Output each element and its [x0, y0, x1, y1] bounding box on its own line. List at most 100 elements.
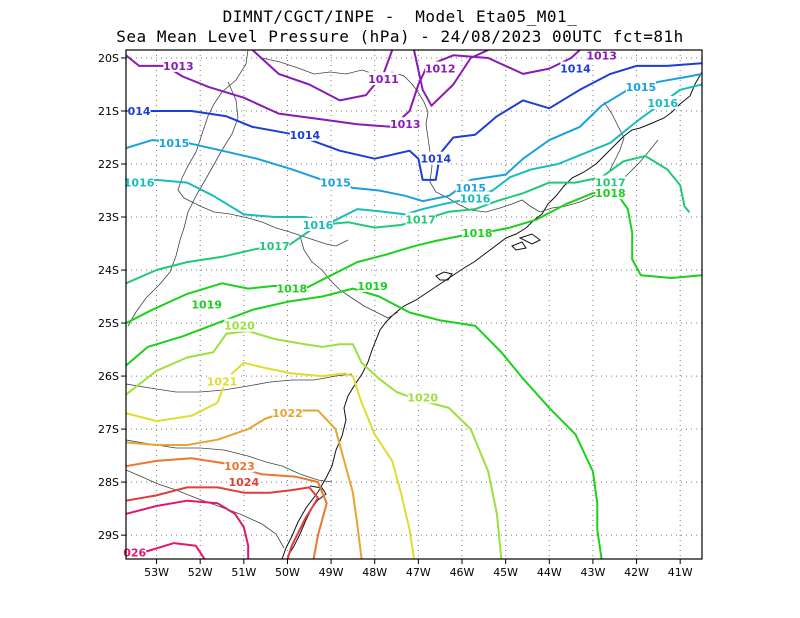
y-tick-label: 21S — [98, 105, 119, 118]
x-tick-label: 43W — [580, 566, 605, 579]
x-tick-label: 45W — [493, 566, 518, 579]
isobar-label-1022: 1022 — [272, 407, 303, 420]
isobar-label-1015: 1015 — [159, 137, 190, 150]
x-tick-label: 47W — [406, 566, 431, 579]
isobar-label-1012: 1012 — [425, 63, 456, 76]
isobar-label-1018: 1018 — [277, 283, 308, 296]
y-tick-label: 28S — [98, 476, 119, 489]
isobar-label-bg — [163, 58, 194, 72]
isobar-label-1013: 1013 — [163, 60, 194, 73]
isobar-label-bg — [586, 48, 617, 62]
x-tick-label: 42W — [624, 566, 649, 579]
isobar-label-1016: 1016 — [124, 177, 155, 190]
isobar-label-bg — [123, 545, 147, 559]
isobar-label-bg — [127, 103, 151, 117]
isobar-1018 — [126, 189, 702, 325]
plot-frame — [125, 49, 703, 560]
axis-tick-layer: 53W 52W 51W 50W 49W 48W 47W 46W 45W 44W 43W 42W 41W 2… — [98, 52, 693, 579]
isobar-layer — [126, 50, 702, 559]
bay-outline — [435, 233, 541, 281]
x-tick-label: 44W — [537, 566, 562, 579]
isobar-label-bg — [407, 390, 438, 404]
isobar-label-1024: 1024 — [229, 476, 260, 489]
isobar-label-1019: 1019 — [357, 280, 388, 293]
geography-layer — [126, 50, 702, 559]
y-tick-label: 23S — [98, 211, 119, 224]
isobar-label-bg — [207, 374, 237, 388]
isobar-label-bg — [224, 459, 255, 473]
isobar-label-1017: 1017 — [405, 214, 436, 227]
isobar-label-1016: 1016 — [303, 219, 334, 232]
state-border-mg-sp — [261, 57, 541, 213]
state-border-pr-sc — [126, 373, 353, 393]
isobar-label-bg — [625, 80, 656, 94]
isobar-label-bg — [224, 318, 255, 332]
isobar-label-1016: 1016 — [460, 192, 491, 205]
isobar-1019 — [126, 287, 603, 559]
x-tick-label: 53W — [144, 566, 169, 579]
y-tick-label: 27S — [98, 423, 119, 436]
isobar-1015 — [126, 72, 702, 203]
isobar-label-1015: 1015 — [626, 81, 657, 94]
x-tick-label: 51W — [231, 566, 256, 579]
x-tick-label: 48W — [362, 566, 387, 579]
x-tick-label: 50W — [275, 566, 300, 579]
isobar-label-bg — [462, 225, 493, 239]
isobar-1021 — [126, 361, 415, 559]
isobar-1024 — [126, 486, 319, 559]
state-border-sp-pr — [299, 235, 399, 319]
isobar-label-1018: 1018 — [462, 227, 493, 240]
isobar-1020 — [126, 330, 503, 559]
isobar-1016 — [126, 83, 702, 224]
isobar-label-1011: 1011 — [368, 73, 399, 86]
isobar-1013 — [126, 50, 581, 128]
x-tick-label: 41W — [668, 566, 693, 579]
isobar-label-1015: 1015 — [320, 177, 351, 190]
isobar-label-bg — [276, 281, 307, 295]
isobar-1023 — [126, 457, 328, 559]
coastline — [281, 71, 702, 559]
y-tick-label: 24S — [98, 264, 119, 277]
isobar-label-1017: 1017 — [259, 240, 290, 253]
isobar-label-bg — [191, 297, 222, 311]
isobar-label-bg — [595, 186, 626, 200]
isobar-label-1019: 1019 — [191, 299, 222, 312]
isobar-label-bg — [455, 180, 486, 194]
x-tick-label: 49W — [319, 566, 344, 579]
chart-title-line-1: DIMNT/CGCT/INPE - Model Eta05_M01_ — [222, 7, 578, 26]
isobar-1017 — [126, 155, 690, 285]
isobar-label-bg — [159, 135, 189, 149]
y-tick-label: 22S — [98, 158, 119, 171]
lagoon-outline — [287, 485, 327, 557]
isobar-label-1013: 1013 — [586, 49, 617, 62]
isobar-label-bg — [405, 212, 436, 226]
y-tick-label: 20S — [98, 52, 119, 65]
isobar-label-bg — [303, 217, 333, 231]
y-tick-label: 29S — [98, 529, 119, 542]
isobar-label-bg — [124, 175, 155, 189]
isobar-label-1020: 1020 — [224, 320, 255, 333]
isobar-label-bg — [320, 175, 351, 189]
isobar-label-1020: 1020 — [407, 391, 438, 404]
isobar-label-1014: 1014 — [560, 63, 591, 76]
state-border-mg-es — [603, 101, 625, 171]
isobar-label-1016: 1016 — [647, 97, 678, 110]
isobar-label-bg — [259, 239, 290, 253]
y-tick-label: 25S — [98, 317, 119, 330]
isobar-label-bg — [357, 278, 388, 292]
isobar-label-1021: 1021 — [207, 375, 238, 388]
isobar-label-bg — [425, 61, 456, 75]
y-tick-label: 26S — [98, 370, 119, 383]
isobar-1014 — [126, 62, 702, 181]
river-parana — [179, 81, 239, 241]
isobar-label-bg — [368, 72, 399, 86]
x-tick-label: 46W — [450, 566, 475, 579]
isobar-1025 — [126, 499, 250, 559]
chart-title-line-2: Sea Mean Level Pressure (hPa) - 24/08/20… — [116, 27, 684, 46]
isobar-label-1018: 1018 — [595, 187, 626, 200]
isobar-label-bg — [560, 61, 591, 75]
x-tick-label: 52W — [188, 566, 213, 579]
isobar-label-bg — [228, 475, 259, 489]
isobar-label-1026: 026 — [123, 547, 146, 560]
